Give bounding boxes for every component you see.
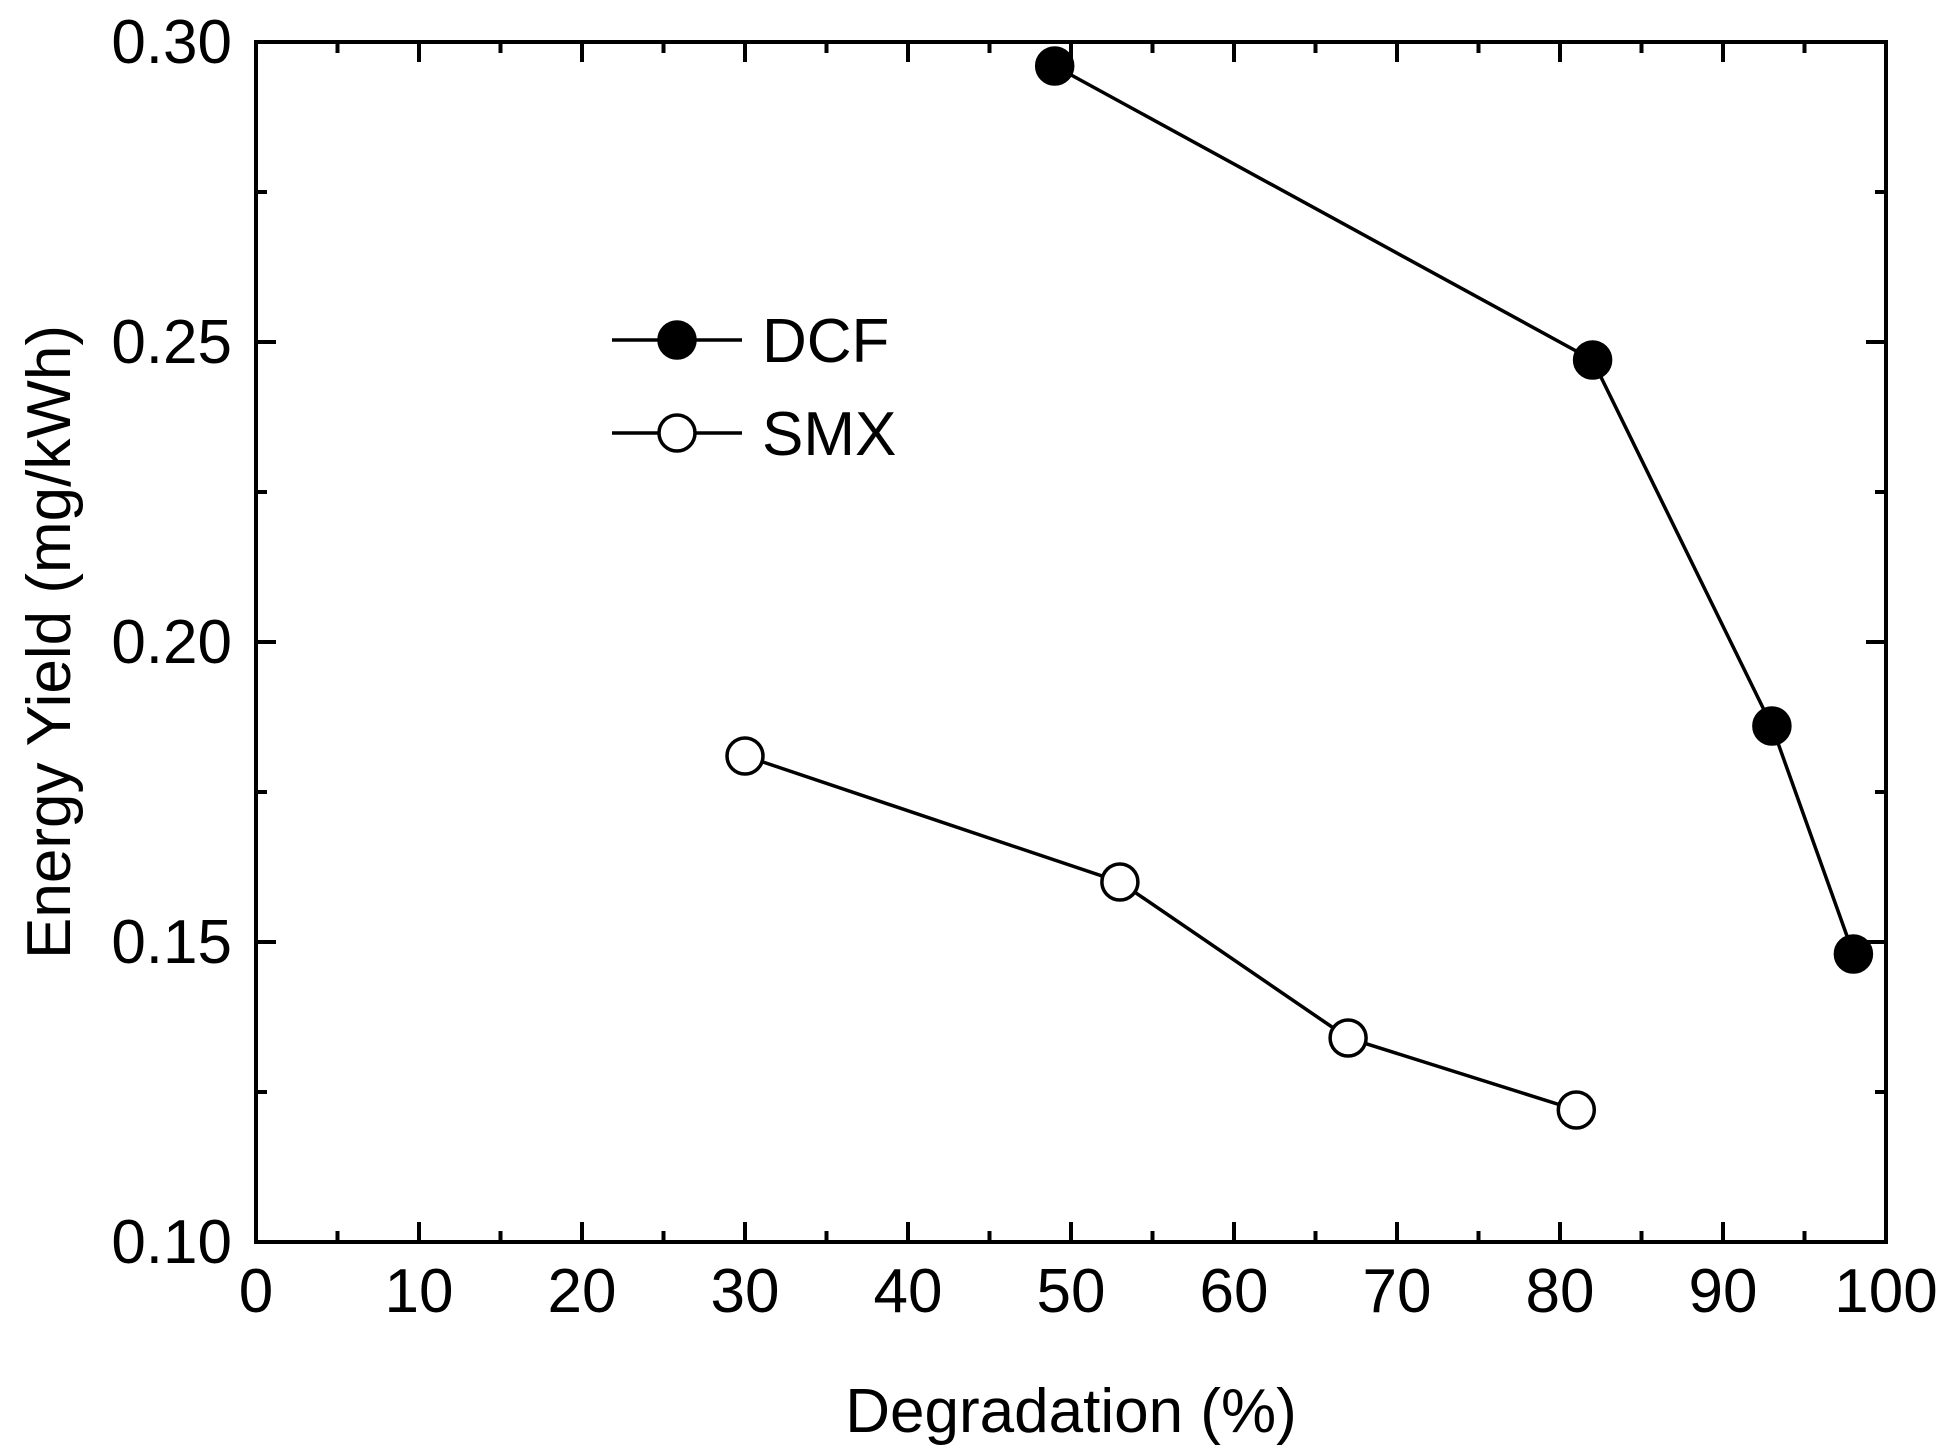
x-tick-label: 90 — [1689, 1257, 1758, 1326]
x-axis-ticks: 0 10 20 30 40 50 60 70 80 90 100 — [239, 42, 1936, 1326]
data-point-smx — [1328, 1018, 1368, 1058]
data-point-dcf — [1572, 340, 1613, 380]
data-point-dcf — [1752, 706, 1792, 746]
x-tick-label: 20 — [548, 1257, 617, 1326]
series-line-smx — [744, 754, 1577, 1112]
y-tick-label: 0.25 — [111, 308, 232, 377]
legend: DCF SMX — [612, 307, 896, 469]
legend-smx-marker — [657, 413, 697, 453]
x-tick-label: 30 — [711, 1257, 780, 1326]
x-axis-title: Degradation (%) — [845, 1377, 1296, 1446]
x-tick-label: 70 — [1363, 1257, 1432, 1326]
y-tick-label: 0.30 — [111, 8, 232, 77]
y-tick-label: 0.20 — [111, 608, 232, 677]
data-point-dcf — [1034, 46, 1075, 86]
x-tick-label: 60 — [1200, 1257, 1269, 1326]
x-tick-label: 100 — [1834, 1257, 1936, 1326]
data-point-smx — [1100, 862, 1140, 902]
series-layer — [725, 46, 1874, 1130]
x-tick-label: 40 — [874, 1257, 943, 1326]
plot-frame — [254, 40, 1888, 1244]
x-tick-label: 80 — [1526, 1257, 1595, 1326]
legend-dcf-label: DCF — [762, 307, 889, 376]
y-tick-label: 0.15 — [111, 908, 232, 977]
y-tick-label: 0.10 — [111, 1208, 232, 1277]
series-line-dcf — [1053, 64, 1856, 955]
x-tick-label: 50 — [1037, 1257, 1106, 1326]
data-point-dcf — [1833, 934, 1874, 974]
data-point-smx — [1556, 1090, 1597, 1130]
legend-smx-label: SMX — [762, 400, 896, 469]
y-axis-title: Energy Yield (mg/kWh) — [15, 325, 84, 959]
legend-dcf-marker — [657, 320, 697, 360]
y-axis-ticks: 0.10 0.15 0.20 0.25 0.30 — [111, 8, 1886, 1277]
data-point-smx — [725, 736, 765, 776]
x-tick-label: 0 — [239, 1257, 273, 1326]
x-tick-label: 10 — [385, 1257, 454, 1326]
